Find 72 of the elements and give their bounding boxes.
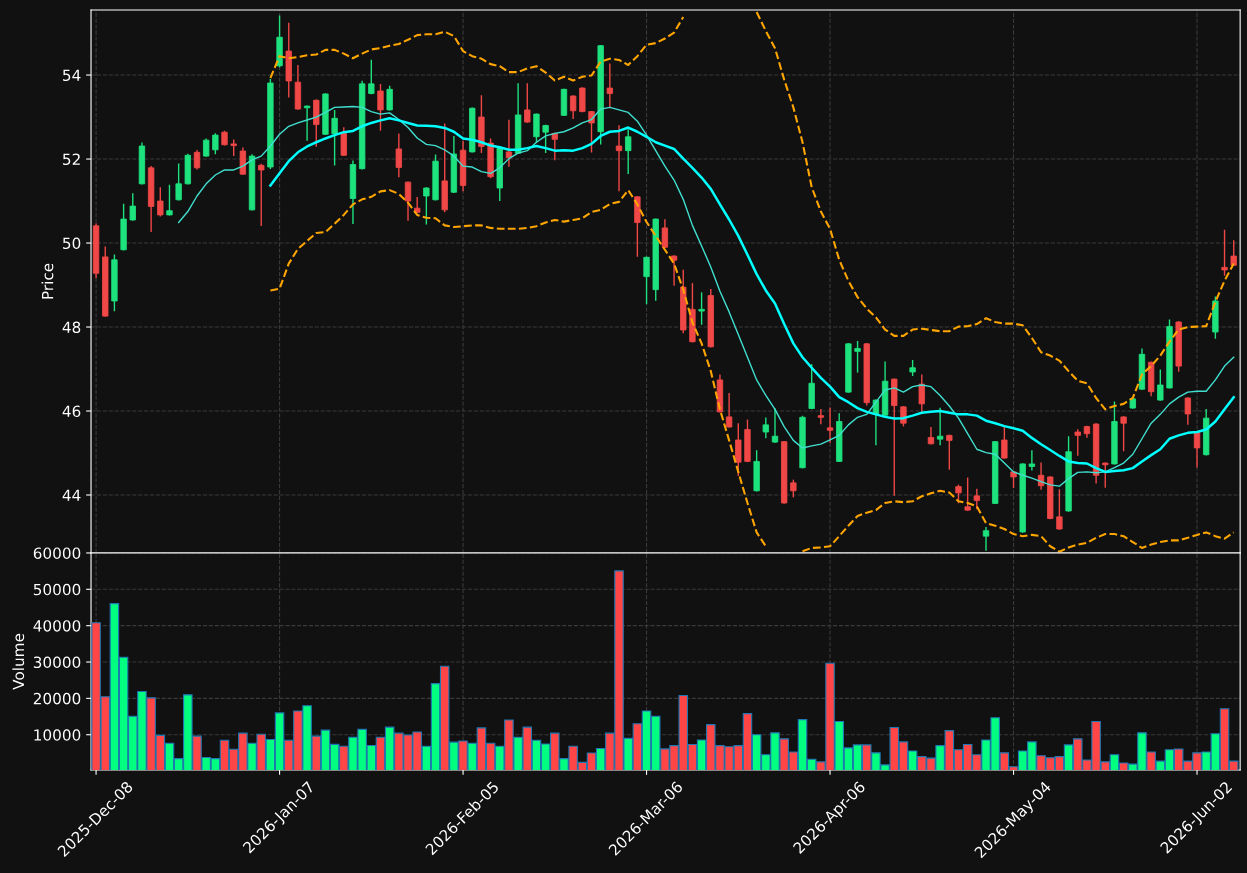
candlestick xyxy=(386,85,393,111)
candlestick xyxy=(973,488,980,510)
candlestick xyxy=(670,255,678,286)
candlestick xyxy=(1221,229,1228,276)
candlestick xyxy=(625,129,632,175)
candlestick xyxy=(404,181,412,221)
y-tick-label: 44 xyxy=(62,489,81,501)
candlestick xyxy=(258,163,265,227)
candlestick xyxy=(1056,489,1063,530)
candlestick xyxy=(303,105,311,141)
y-tick-label: 40000 xyxy=(33,620,81,632)
y-tick-label: 60000 xyxy=(33,547,81,559)
y-axis-title: Volume xyxy=(12,633,25,690)
candlestick xyxy=(606,63,614,108)
candlestick xyxy=(918,374,925,413)
candlestick xyxy=(423,187,430,225)
candlestick xyxy=(157,187,164,217)
candlestick xyxy=(615,125,623,192)
candlestick xyxy=(1120,416,1127,452)
y-tick-label: 30000 xyxy=(33,656,81,669)
candlestick xyxy=(1193,431,1201,468)
candlestick xyxy=(1184,397,1192,425)
candlestick xyxy=(698,292,705,325)
candlestick xyxy=(1001,426,1008,459)
candlestick xyxy=(579,87,586,113)
y-tick-label: 20000 xyxy=(33,692,81,705)
candlestick xyxy=(1230,240,1237,266)
candlestick xyxy=(533,113,540,143)
candlestick xyxy=(193,149,201,170)
candlestick xyxy=(1074,429,1081,456)
candlestick xyxy=(1157,369,1164,401)
candlestick xyxy=(129,193,136,221)
y-tick-label: 48 xyxy=(62,321,81,334)
candlestick xyxy=(771,408,779,443)
candlestick xyxy=(212,133,219,155)
candlestick xyxy=(982,527,990,551)
candlestick xyxy=(551,132,558,161)
candlestick xyxy=(936,407,944,446)
y-axis-title: Price xyxy=(41,263,54,299)
y-tick-label: 46 xyxy=(62,405,81,418)
candlestick xyxy=(762,417,769,439)
y-tick-label: 10000 xyxy=(34,729,81,741)
candlestick xyxy=(854,341,861,373)
candlestick xyxy=(331,110,338,166)
candlestick xyxy=(735,423,742,476)
candlestick xyxy=(817,409,825,425)
candlestick xyxy=(826,407,834,443)
candlestick xyxy=(964,477,971,511)
candlestick xyxy=(588,110,595,153)
candlestick xyxy=(927,427,935,445)
y-tick-label: 52 xyxy=(63,153,80,166)
candlestick xyxy=(414,196,421,214)
candlestick xyxy=(175,163,182,201)
candlestick xyxy=(166,184,173,216)
candlestick xyxy=(542,124,549,154)
y-tick-label: 54 xyxy=(63,69,81,82)
candlestick xyxy=(395,133,403,178)
candlestick xyxy=(946,434,953,470)
candlestick xyxy=(725,393,733,428)
candlestick xyxy=(368,59,375,95)
candlestick xyxy=(1028,450,1036,471)
candlestick xyxy=(1102,462,1109,488)
candlestick xyxy=(239,147,247,175)
candlestick xyxy=(661,219,669,248)
candlestick xyxy=(340,127,347,156)
y-tick-label: 50000 xyxy=(33,583,81,596)
candlestick xyxy=(524,83,531,123)
candlestick xyxy=(569,95,577,119)
candlestick xyxy=(377,84,384,131)
candlestick xyxy=(505,119,513,167)
candlestick xyxy=(643,256,650,305)
y-tick-label: 50 xyxy=(63,237,81,250)
